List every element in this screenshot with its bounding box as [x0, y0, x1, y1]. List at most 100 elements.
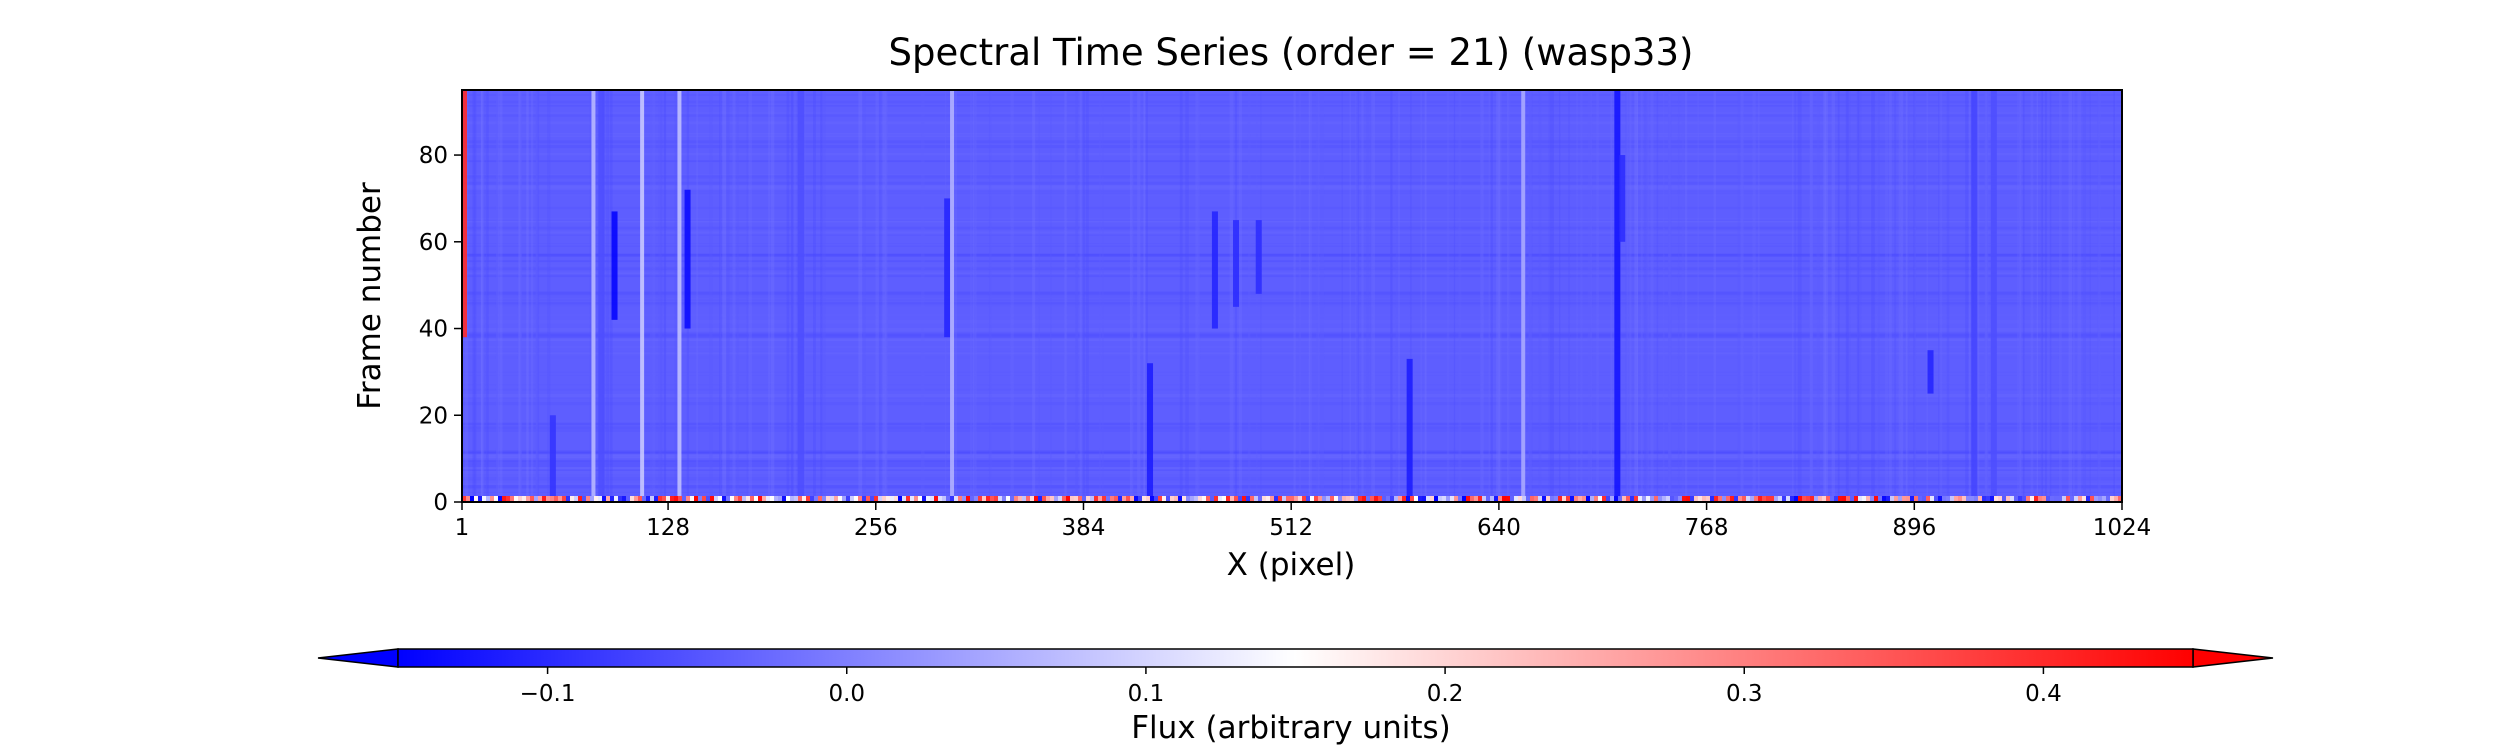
heatmap-column-texture — [1965, 90, 1969, 502]
noise-cell — [806, 496, 810, 502]
heatmap-column-texture — [1197, 90, 1201, 502]
heatmap-column-texture — [797, 90, 799, 502]
noise-cell — [522, 496, 526, 502]
heatmap-row-texture — [462, 260, 2122, 263]
noise-cell — [778, 496, 782, 502]
noise-cell — [1658, 496, 1662, 502]
y-axis-label: Frame number — [352, 182, 388, 410]
heatmap-column-texture — [1238, 90, 1242, 502]
noise-cell — [946, 496, 950, 502]
heatmap-column-texture — [597, 90, 600, 502]
noise-cell — [1738, 496, 1742, 502]
heatmap-row-texture — [462, 94, 2122, 96]
heatmap-column-texture — [480, 90, 484, 502]
heatmap-row-texture — [462, 422, 2122, 426]
heatmap-column-texture — [1420, 90, 1423, 502]
heatmap-row-texture — [462, 140, 2122, 144]
noise-cell — [1662, 496, 1666, 502]
noise-cell — [1366, 496, 1370, 502]
noise-cell — [1906, 496, 1910, 502]
heatmap-column-texture — [1538, 90, 1542, 502]
noise-cell — [1714, 496, 1718, 502]
noise-cell — [1538, 496, 1542, 502]
noise-cell — [518, 496, 522, 502]
heatmap-column-texture — [770, 90, 775, 502]
heatmap-column-texture — [1064, 90, 1068, 502]
heatmap-column-texture — [1634, 90, 1638, 502]
noise-cell — [1086, 496, 1090, 502]
colorbar-extend-high — [2192, 648, 2274, 668]
noise-cell — [918, 496, 922, 502]
absorption-line — [1619, 155, 1626, 242]
noise-cell — [1362, 496, 1366, 502]
noise-cell — [1482, 496, 1486, 502]
noise-cell — [1030, 496, 1034, 502]
noise-cell — [854, 496, 858, 502]
heatmap-column-texture — [473, 90, 477, 502]
noise-cell — [1942, 496, 1946, 502]
noise-cell — [1466, 496, 1470, 502]
noise-cell — [1918, 496, 1922, 502]
heatmap-column-texture — [1453, 90, 1456, 502]
noise-cell — [1450, 496, 1454, 502]
heatmap-column-texture — [1085, 90, 1089, 502]
noise-cell — [1966, 496, 1970, 502]
noise-cell — [838, 496, 842, 502]
heatmap-column-texture — [2115, 90, 2117, 502]
heatmap-column-texture — [1685, 90, 1688, 502]
noise-cell — [690, 496, 694, 502]
heatmap-column-texture — [1185, 90, 1189, 502]
heatmap-column-texture — [1395, 90, 1398, 502]
heatmap-column-texture — [793, 90, 797, 502]
heatmap-column-texture — [2047, 90, 2051, 502]
heatmap-column-texture — [535, 90, 539, 502]
noise-cell — [1514, 496, 1518, 502]
heatmap-column-texture — [1137, 90, 1141, 502]
noise-cell — [950, 496, 954, 502]
noise-cell — [634, 496, 638, 502]
noise-cell — [1546, 496, 1550, 502]
noise-cell — [1946, 496, 1950, 502]
noise-cell — [1626, 496, 1630, 502]
heatmap-column-texture — [1894, 90, 1897, 502]
noise-cell — [1438, 496, 1442, 502]
noise-cell — [1262, 496, 1266, 502]
heatmap-row-texture — [462, 470, 2122, 475]
noise-cell — [2030, 496, 2034, 502]
noise-cell — [490, 496, 494, 502]
heatmap-column-texture — [495, 90, 499, 502]
absorption-line — [684, 189, 691, 329]
heatmap-column-texture — [547, 90, 550, 502]
noise-cell — [1826, 496, 1830, 502]
noise-cell — [2022, 496, 2026, 502]
heatmap-column-texture — [1316, 90, 1319, 502]
noise-cell — [1938, 496, 1942, 502]
noise-cell — [474, 496, 478, 502]
heatmap-row-texture — [462, 371, 2122, 376]
noise-cell — [890, 496, 894, 502]
heatmap-row-texture — [462, 186, 2122, 189]
heatmap-stripes — [462, 90, 2122, 502]
heatmap-column-texture — [2022, 90, 2025, 502]
heatmap-column-texture — [726, 90, 730, 502]
noise-cell — [662, 496, 666, 502]
colorbar-tick-label: 0.4 — [2025, 681, 2062, 707]
noise-cell — [1234, 496, 1238, 502]
heatmap-row-texture — [462, 395, 2122, 399]
heatmap-row-texture — [462, 454, 2122, 459]
noise-cell — [1898, 496, 1902, 502]
noise-cell — [1110, 496, 1114, 502]
noise-cell — [2098, 496, 2102, 502]
noise-cell — [1230, 496, 1234, 502]
noise-cell — [1638, 496, 1642, 502]
noise-cell — [1874, 496, 1878, 502]
heatmap-column-texture — [1293, 90, 1296, 502]
noise-cell — [1934, 496, 1938, 502]
heatmap-row-texture — [462, 394, 2122, 398]
noise-cell — [2110, 496, 2114, 502]
noise-cell — [1718, 496, 1722, 502]
noise-cell — [1034, 496, 1038, 502]
heatmap-row-texture — [462, 451, 2122, 454]
noise-cell — [934, 496, 938, 502]
heatmap-column-texture — [1662, 90, 1665, 502]
